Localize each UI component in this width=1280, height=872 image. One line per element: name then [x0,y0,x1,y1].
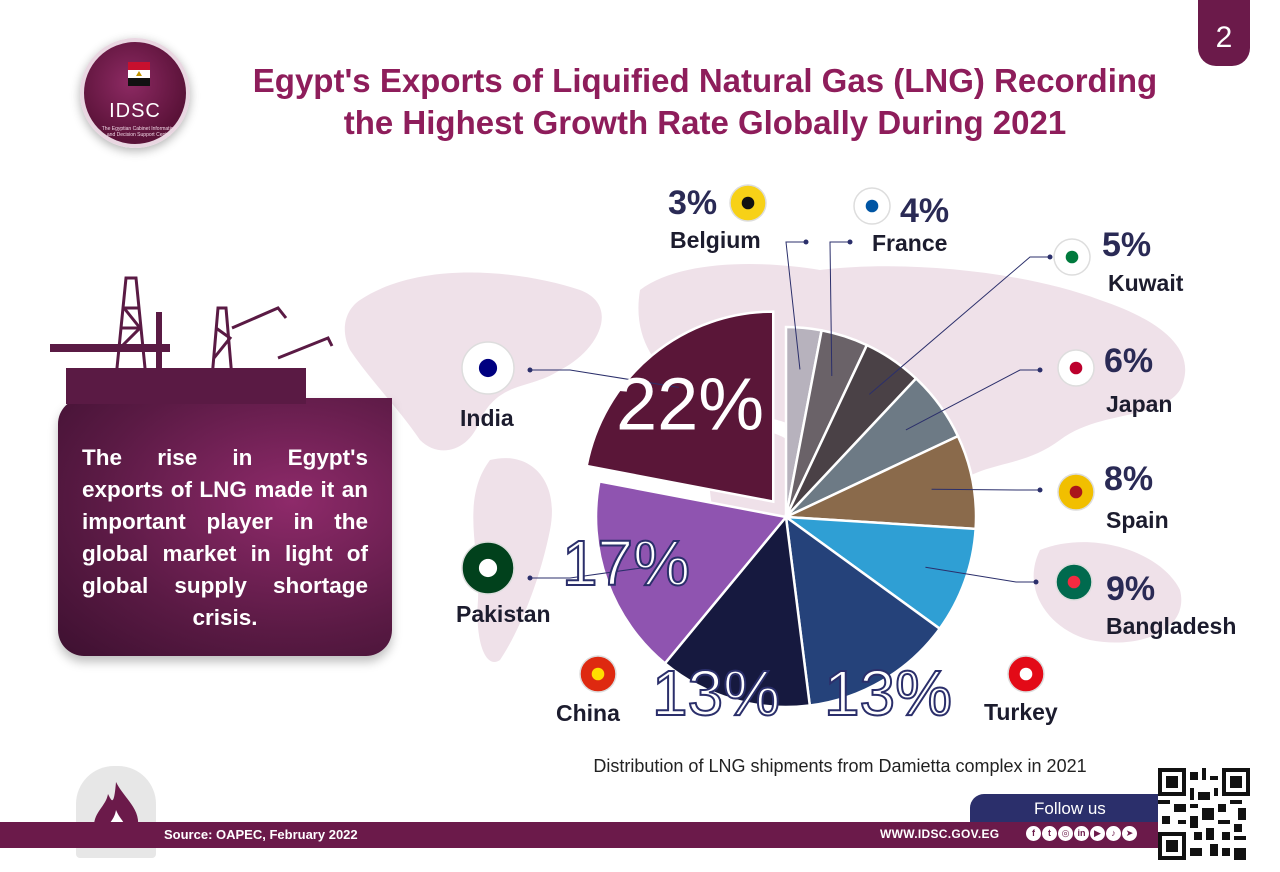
china-flag-icon [579,655,617,693]
leader-dot-kuwait [1047,254,1053,260]
leader-line-bangladesh [925,566,1036,583]
leader-dot-france [847,239,853,245]
website-link[interactable]: WWW.IDSC.GOV.EG [880,827,1000,841]
egypt-flag-icon [128,62,150,86]
country-label-bangladesh: Bangladesh [1106,613,1237,639]
logo-name: IDSC [109,100,161,122]
chart-caption: Distribution of LNG shipments from Damie… [593,756,1087,776]
country-label-belgium: Belgium [670,227,761,253]
leader-dot-belgium [803,239,809,245]
linkedin-icon[interactable]: in [1074,826,1089,841]
pie-leader-lines [527,239,1053,585]
leader-dot-india [527,367,533,373]
kuwait-flag-icon [1053,238,1091,276]
pie-slices [585,310,978,709]
title-line-1: Egypt's Exports of Liquified Natural Gas… [252,62,1158,99]
country-label-france: France [872,230,948,256]
pct-label-kuwait: 5% [1102,226,1152,264]
info-panel: The rise in Egypt's exports of LNG made … [58,398,392,656]
logo-subtitle: The Egyptian Cabinet Information and Dec… [101,126,177,138]
leader-dot-japan [1037,367,1043,373]
pie-value-label-pakistan: 17% [562,527,690,599]
country-label-japan: Japan [1106,391,1173,417]
pie-value-label-china: 13% [652,657,780,729]
pie-value-label-india: 22% [616,363,764,446]
pct-label-japan: 6% [1104,342,1154,380]
leader-line-india [530,369,679,388]
pie-value-label-turkey: 13% [824,657,952,729]
instagram-icon[interactable]: ◎ [1058,826,1073,841]
belgium-flag-icon [729,184,767,222]
india-flag-icon [461,341,515,395]
pct-label-france: 4% [900,192,950,230]
page-title: Egypt's Exports of Liquified Natural Gas… [210,60,1200,144]
pie-slice-china [663,513,812,709]
page-number: 2 [1198,0,1250,66]
leader-line-japan [905,369,1040,431]
country-label-china: China [556,700,620,726]
country-label-pakistan: Pakistan [456,601,551,627]
pct-label-bangladesh: 9% [1106,570,1156,608]
telegram-icon[interactable]: ➤ [1122,826,1137,841]
info-text: The rise in Egypt's exports of LNG made … [82,445,368,630]
france-flag-icon [853,187,891,225]
pie-slice-india [585,310,775,504]
leader-line-pakistan [530,566,647,579]
pie-slice-turkey [784,514,942,707]
country-label-india: India [460,405,514,431]
pie-slice-spain [785,434,978,531]
tiktok-icon[interactable]: ♪ [1106,826,1121,841]
leader-dot-bangladesh [1033,579,1039,585]
leader-line-kuwait [868,256,1050,395]
spain-flag-icon [1057,473,1095,511]
leader-dot-spain [1037,487,1043,493]
country-label-turkey: Turkey [984,699,1058,725]
pie-flags [461,184,1095,693]
idsc-logo: IDSC The Egyptian Cabinet Information an… [80,38,190,148]
pie-slice-bangladesh [781,515,977,631]
pct-label-belgium: 3% [668,184,718,222]
qr-code[interactable] [1158,768,1250,860]
facebook-icon[interactable]: f [1026,826,1041,841]
footer-source: Source: OAPEC, February 2022 [164,827,358,842]
twitter-icon[interactable]: t [1042,826,1057,841]
country-label-spain: Spain [1106,507,1169,533]
pakistan-flag-icon [461,541,515,595]
turkey-flag-icon [1007,655,1045,693]
pct-label-spain: 8% [1104,460,1154,498]
leader-line-france [829,241,850,377]
follow-us-tab [970,794,1160,822]
oil-rig-icon [50,276,334,404]
pie-large-labels: 13% 13% 17% 22% [561,363,953,730]
leader-dot-pakistan [527,575,533,581]
leader-line-belgium [785,241,806,370]
follow-us-label: Follow us [1034,799,1106,818]
social-icons: f t ◎ in ▶ ♪ ➤ [1026,826,1138,844]
leader-line-spain [931,488,1040,491]
title-line-2: the Highest Growth Rate Globally During … [343,104,1067,141]
footer-bar [0,822,1160,848]
japan-flag-icon [1057,349,1095,387]
bangladesh-flag-icon [1055,563,1093,601]
youtube-icon[interactable]: ▶ [1090,826,1105,841]
pie-slice-pakistan [594,479,789,666]
country-label-kuwait: Kuwait [1108,270,1184,296]
